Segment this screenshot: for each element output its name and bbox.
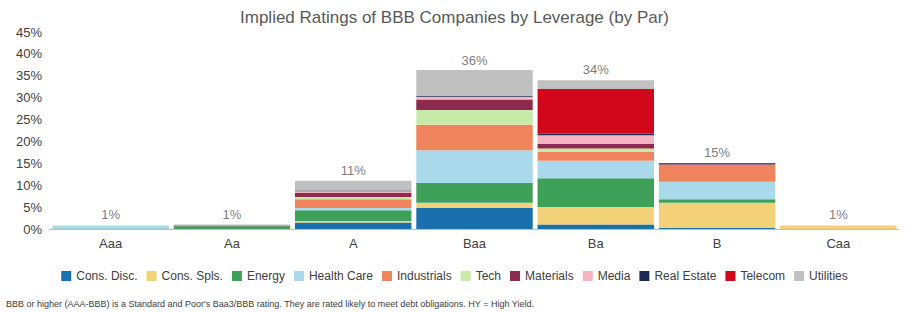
svg-text:Materials: Materials xyxy=(525,269,574,283)
svg-text:35%: 35% xyxy=(16,68,42,83)
svg-text:Tech: Tech xyxy=(476,269,501,283)
svg-text:1%: 1% xyxy=(101,207,120,222)
svg-text:15%: 15% xyxy=(704,145,730,160)
svg-text:30%: 30% xyxy=(16,90,42,105)
svg-text:Baa: Baa xyxy=(463,236,487,251)
svg-text:B: B xyxy=(713,236,722,251)
svg-text:Industrials: Industrials xyxy=(397,269,452,283)
svg-text:Implied Ratings of BBB Compani: Implied Ratings of BBB Companies by Leve… xyxy=(240,8,669,27)
svg-text:11%: 11% xyxy=(341,163,366,178)
svg-text:0%: 0% xyxy=(23,222,42,237)
svg-text:Telecom: Telecom xyxy=(740,269,785,283)
svg-text:Real Estate: Real Estate xyxy=(654,269,716,283)
svg-text:36%: 36% xyxy=(461,53,487,68)
svg-text:Health Care: Health Care xyxy=(309,269,373,283)
svg-text:1%: 1% xyxy=(223,207,242,222)
svg-text:Energy: Energy xyxy=(247,269,285,283)
svg-text:34%: 34% xyxy=(583,62,609,77)
svg-text:Caa: Caa xyxy=(826,236,851,251)
svg-text:5%: 5% xyxy=(23,200,42,215)
svg-text:25%: 25% xyxy=(16,112,42,127)
svg-text:Aa: Aa xyxy=(224,236,241,251)
svg-text:Aaa: Aaa xyxy=(99,236,123,251)
svg-text:A: A xyxy=(349,236,358,251)
svg-text:40%: 40% xyxy=(16,46,42,61)
svg-text:Cons. Spls.: Cons. Spls. xyxy=(162,269,223,283)
svg-text:10%: 10% xyxy=(16,178,42,193)
svg-text:15%: 15% xyxy=(16,156,42,171)
svg-text:Cons. Disc.: Cons. Disc. xyxy=(76,269,137,283)
svg-text:Media: Media xyxy=(598,269,631,283)
svg-text:BBB or higher (AAA-BBB) is a S: BBB or higher (AAA-BBB) is a Standard an… xyxy=(6,299,534,309)
svg-text:45%: 45% xyxy=(16,25,42,40)
svg-text:1%: 1% xyxy=(829,207,848,222)
svg-text:20%: 20% xyxy=(16,134,42,149)
svg-text:Utilities: Utilities xyxy=(809,269,848,283)
svg-text:Ba: Ba xyxy=(588,236,605,251)
